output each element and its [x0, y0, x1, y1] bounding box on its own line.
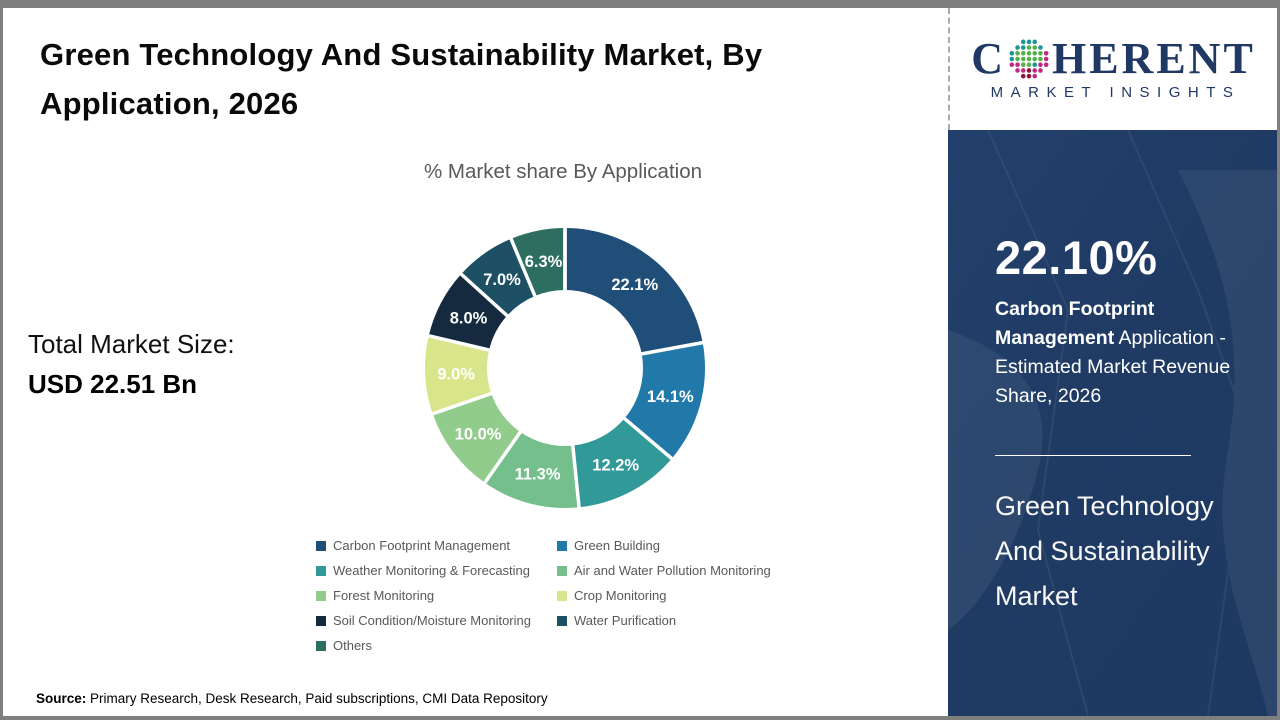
donut-segment	[425, 335, 492, 414]
donut-separator	[508, 236, 538, 299]
legend-item: Water Purification	[557, 613, 771, 628]
legend-swatch-icon	[557, 590, 567, 601]
brand-subtitle: MARKET INSIGHTS	[990, 84, 1241, 101]
legend-item: Weather Monitoring & Forecasting	[316, 563, 557, 578]
legend-item: Others	[316, 638, 557, 653]
donut-separator	[570, 443, 581, 510]
infographic-canvas: Green Technology And Sustainability Mark…	[3, 8, 1277, 716]
donut-data-label: 6.3%	[525, 253, 563, 271]
donut-separator	[430, 391, 494, 417]
donut-data-label: 8.0%	[450, 309, 488, 327]
brand-letters-herent: HERENT	[1051, 34, 1256, 83]
sidebar: C HERENT MARKET INSI	[948, 8, 1277, 716]
legend-item: Soil Condition/Moisture Monitoring	[316, 613, 557, 628]
legend-label: Crop Monitoring	[574, 588, 667, 603]
total-market-size: Total Market Size: USD 22.51 Bn	[28, 324, 235, 404]
donut-data-label: 10.0%	[455, 426, 502, 444]
donut-segment	[565, 228, 703, 354]
legend-swatch-icon	[557, 615, 567, 626]
chart-title: % Market share By Application	[423, 160, 703, 183]
donut-chart: 22.1% 14.1% 12.2% 11.3% 10.0% 9.0% 8.0% 7.0% 6.3…	[412, 215, 718, 521]
brand-letter-c: C	[971, 34, 1006, 83]
legend-swatch-icon	[557, 540, 567, 551]
donut-data-label: 14.1%	[647, 388, 694, 406]
legend-item: Green Building	[557, 538, 771, 553]
brand-logo: C HERENT MARKET INSI	[948, 8, 1277, 130]
source-text: Primary Research, Desk Research, Paid su…	[86, 691, 548, 706]
legend-label: Air and Water Pollution Monitoring	[574, 563, 771, 578]
donut-separator	[426, 333, 492, 353]
coherent-globe-icon	[1009, 39, 1049, 79]
legend-item: Carbon Footprint Management	[316, 538, 557, 553]
source-line: Source: Primary Research, Desk Research,…	[36, 691, 548, 706]
legend-label: Soil Condition/Moisture Monitoring	[333, 613, 531, 628]
donut-data-label: 12.2%	[592, 456, 639, 474]
legend-item: Crop Monitoring	[557, 588, 771, 603]
total-market-value: USD 22.51 Bn	[28, 369, 198, 399]
donut-segment	[428, 274, 508, 351]
legend-swatch-icon	[316, 540, 326, 551]
world-map-texture	[948, 130, 1277, 716]
donut-separator	[621, 415, 675, 462]
sidebar-divider	[995, 455, 1191, 456]
total-market-label: Total Market Size:	[28, 329, 235, 359]
legend-item: Forest Monitoring	[316, 588, 557, 603]
donut-data-label: 11.3%	[515, 465, 561, 483]
stat-description: Carbon Footprint Management Application …	[995, 295, 1253, 411]
stat-value: 22.10%	[995, 231, 1158, 284]
donut-segment	[624, 342, 705, 459]
legend-label: Water Purification	[574, 613, 677, 628]
legend-label: Forest Monitoring	[333, 588, 435, 603]
donut-separator	[458, 271, 510, 319]
stat-segment-name: Carbon Footprint Management	[995, 298, 1155, 349]
sidebar-highlight-panel: 22.10% Carbon Footprint Management Appli…	[948, 130, 1277, 716]
brand-wordmark: C HERENT	[971, 37, 1256, 81]
legend-swatch-icon	[316, 615, 326, 626]
page-title: Green Technology And Sustainability Mark…	[40, 37, 763, 121]
legend-label: Green Building	[574, 538, 660, 553]
donut-separator	[639, 340, 705, 356]
donut-segment	[461, 238, 535, 316]
donut-data-label: 22.1%	[611, 276, 658, 294]
legend-swatch-icon	[316, 565, 326, 576]
donut-data-label: 7.0%	[483, 271, 521, 289]
legend-label: Carbon Footprint Management	[333, 538, 511, 553]
legend-swatch-icon	[557, 565, 567, 576]
source-prefix: Source:	[36, 691, 87, 706]
legend-item: Air and Water Pollution Monitoring	[557, 563, 771, 578]
donut-segment	[572, 418, 672, 508]
stat-segment-rest: Application - Estimated Market Revenue S…	[995, 327, 1231, 407]
donut-data-label: 9.0%	[437, 365, 475, 383]
legend-swatch-icon	[316, 640, 326, 651]
sidebar-market-name: Green Technology And Sustainability Mark…	[995, 491, 1214, 611]
donut-chart-svg: 22.1% 14.1% 12.2% 11.3% 10.0% 9.0% 8.0% 7.0%6.3…	[425, 226, 705, 510]
legend-label: Weather Monitoring & Forecasting	[333, 563, 531, 578]
legend-label: Others	[333, 638, 373, 653]
legend-swatch-icon	[316, 590, 326, 601]
donut-segment	[511, 228, 565, 297]
donut-separator	[482, 429, 523, 486]
chart-legend: Carbon Footprint Management Green Buildin…	[316, 538, 771, 653]
